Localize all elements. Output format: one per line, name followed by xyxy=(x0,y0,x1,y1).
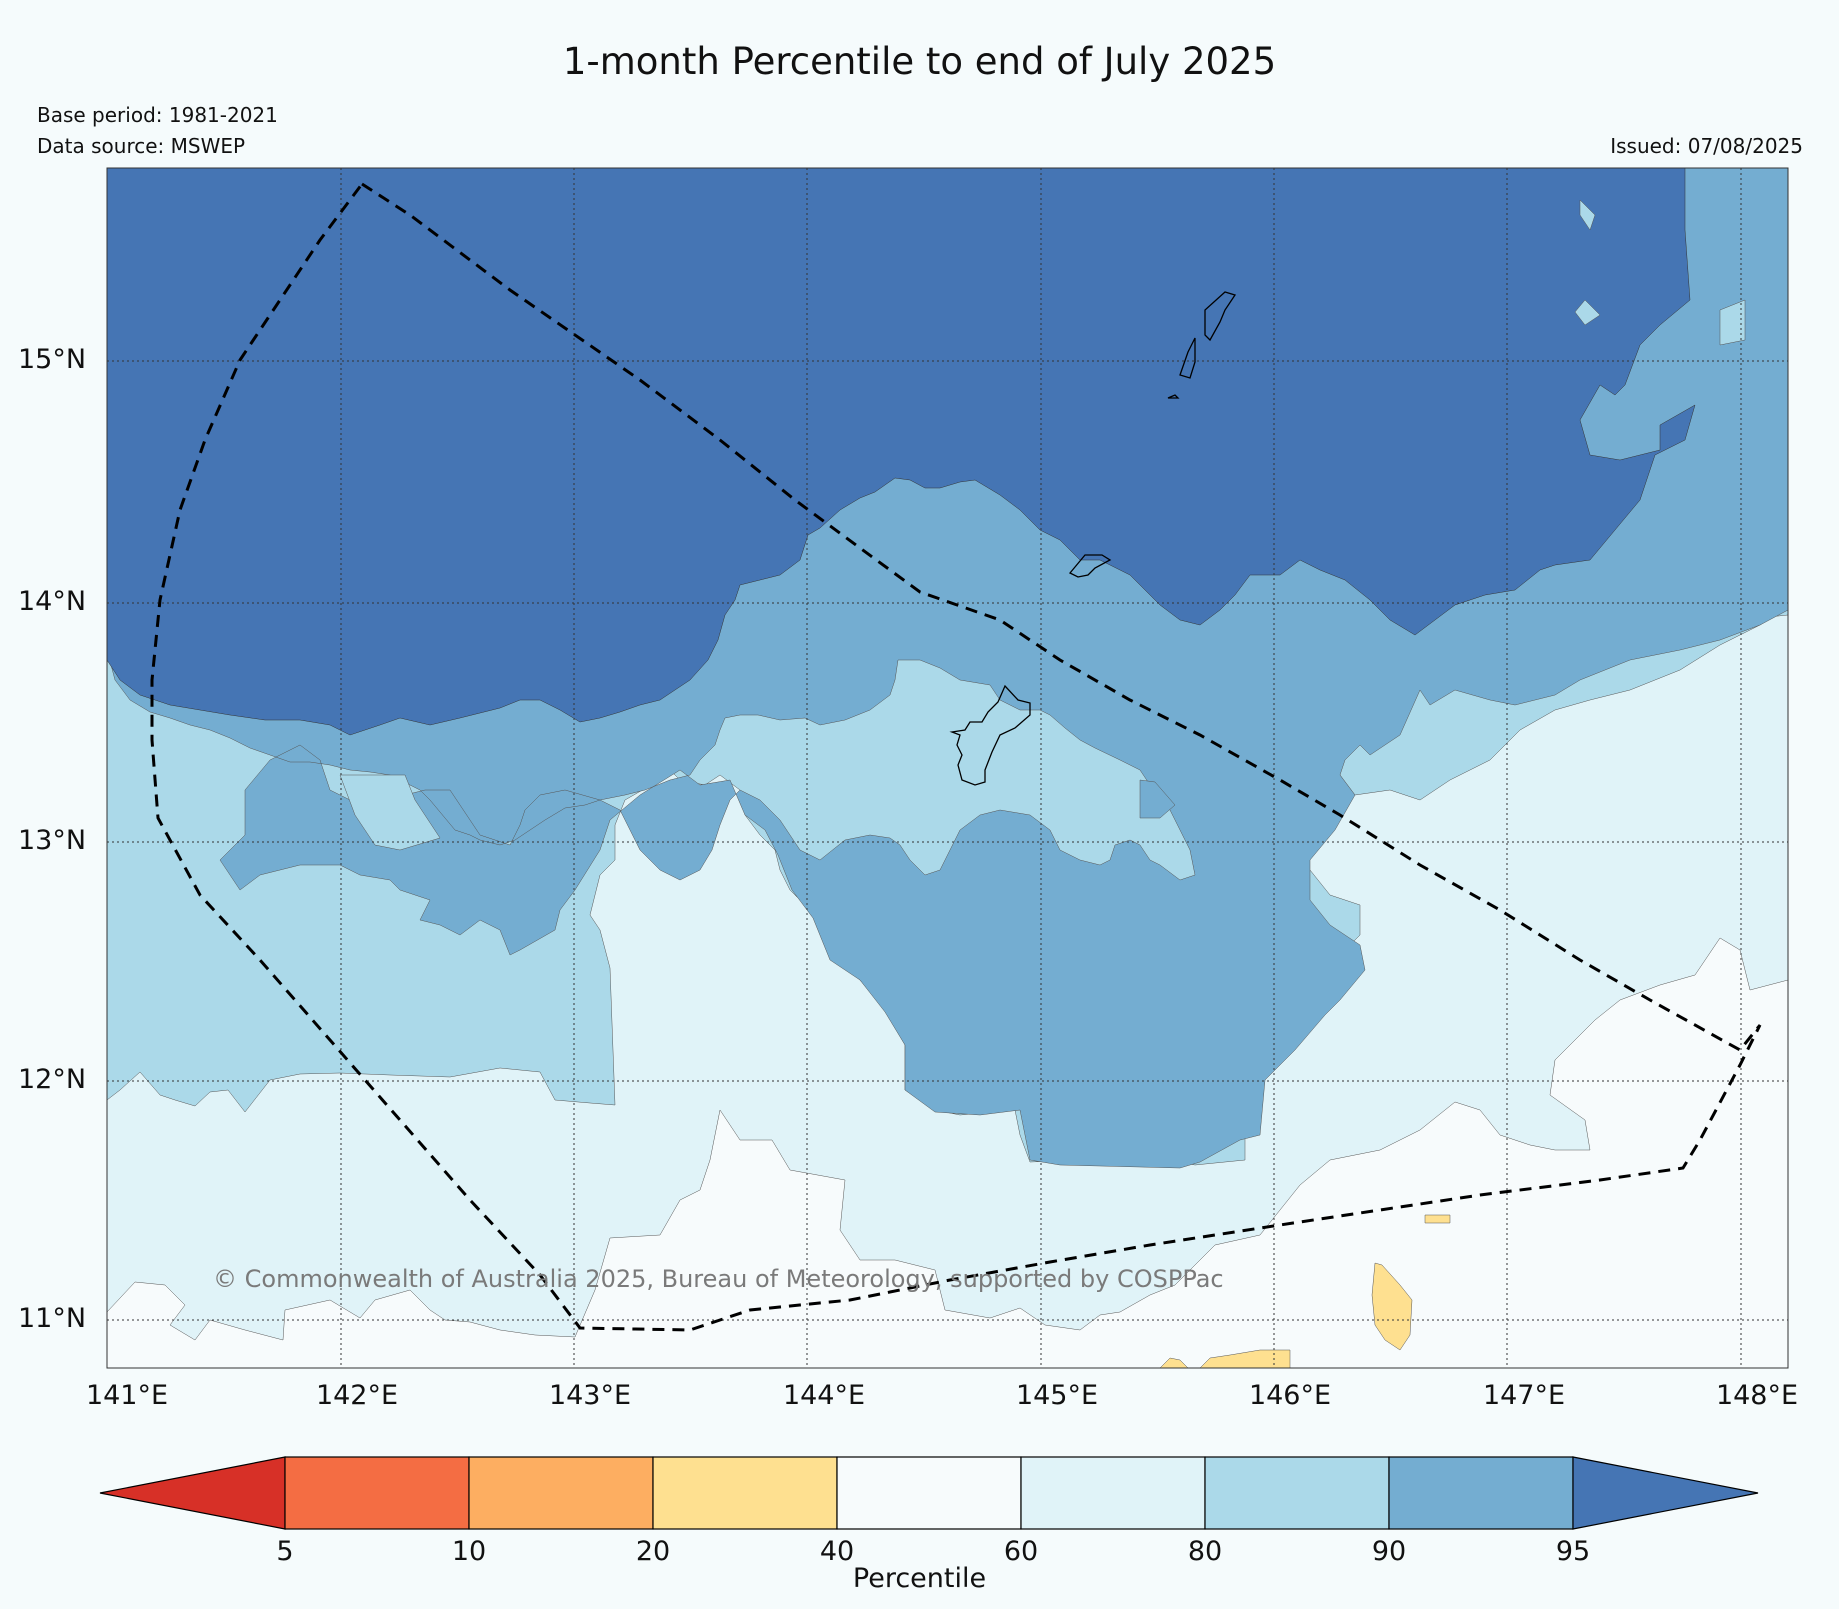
lat-label-14: 14°N xyxy=(18,586,87,617)
colorbar-tick: 80 xyxy=(1187,1536,1223,1567)
lon-label-142: 142°E xyxy=(315,1380,399,1411)
colorbar-40-60 xyxy=(836,1456,1022,1530)
eez-boundary xyxy=(150,182,1762,1332)
contour-80-90-patch xyxy=(1574,299,1601,326)
coastlines xyxy=(949,291,1237,786)
lon-label-147: 147°E xyxy=(1482,1380,1566,1411)
colorbar-above-95 xyxy=(1572,1456,1759,1530)
colorbar-tick: 60 xyxy=(1003,1536,1039,1567)
colorbar-tick: 90 xyxy=(1371,1536,1407,1567)
colorbar-below-5 xyxy=(99,1456,286,1530)
contour-above-95-region xyxy=(107,168,1696,736)
colorbar-90-95 xyxy=(1388,1456,1574,1530)
contour-90-95-patch xyxy=(1139,779,1176,819)
lat-label-15: 15°N xyxy=(18,344,87,375)
contour-20-40-patch xyxy=(1371,1262,1413,1351)
lon-label-145: 145°E xyxy=(1015,1380,1099,1411)
contour-20-40-patch xyxy=(1424,1214,1451,1224)
map-frame xyxy=(106,167,1789,1369)
colorbar-10-20 xyxy=(468,1456,654,1530)
colorbar-60-80 xyxy=(1020,1456,1206,1530)
contour-80-90-patch xyxy=(339,774,441,851)
lon-label-141: 141°E xyxy=(85,1380,169,1411)
data-source-text: Data source: MSWEP xyxy=(37,134,246,158)
contour-20-40-patch xyxy=(1199,1349,1291,1368)
colorbar-5-10 xyxy=(284,1456,470,1530)
lon-label-148: 148°E xyxy=(1715,1380,1799,1411)
lon-label-146: 146°E xyxy=(1248,1380,1332,1411)
island-guam xyxy=(949,684,1031,786)
colorbar-tick: 10 xyxy=(451,1536,487,1567)
contour-40-60-region xyxy=(107,937,1788,1368)
copyright-text: © Commonwealth of Australia 2025, Bureau… xyxy=(213,1265,1224,1293)
contour-80-90-patch xyxy=(1579,199,1596,231)
colorbar-tick: 40 xyxy=(819,1536,855,1567)
lon-label-144: 144°E xyxy=(782,1380,866,1411)
island-saipan xyxy=(1204,291,1237,342)
lat-label-11: 11°N xyxy=(18,1303,87,1334)
base-period-text: Base period: 1981-2021 xyxy=(37,103,278,127)
colorbar-tick: 5 xyxy=(276,1536,294,1567)
map-title: 1-month Percentile to end of July 2025 xyxy=(562,40,1277,83)
colorbar-tick: 20 xyxy=(635,1536,671,1567)
contour-80-90-patch xyxy=(1719,299,1746,346)
colorbar-20-40 xyxy=(652,1456,838,1530)
island-aguijan xyxy=(1167,394,1180,399)
colorbar-80-90 xyxy=(1204,1456,1390,1530)
colorbar xyxy=(99,1456,1759,1530)
island-tinian xyxy=(1179,337,1196,379)
percentile-contours xyxy=(107,168,1788,1368)
lon-label-143: 143°E xyxy=(548,1380,632,1411)
issued-date-text: Issued: 07/08/2025 xyxy=(1610,134,1803,158)
contour-20-40-patch xyxy=(1159,1357,1189,1368)
island-rota xyxy=(1068,554,1112,578)
colorbar-label: Percentile xyxy=(852,1563,987,1594)
colorbar-tick: 95 xyxy=(1555,1536,1591,1567)
graticule xyxy=(107,168,1788,1368)
lat-label-12: 12°N xyxy=(18,1064,87,1095)
lat-label-13: 13°N xyxy=(18,825,87,856)
